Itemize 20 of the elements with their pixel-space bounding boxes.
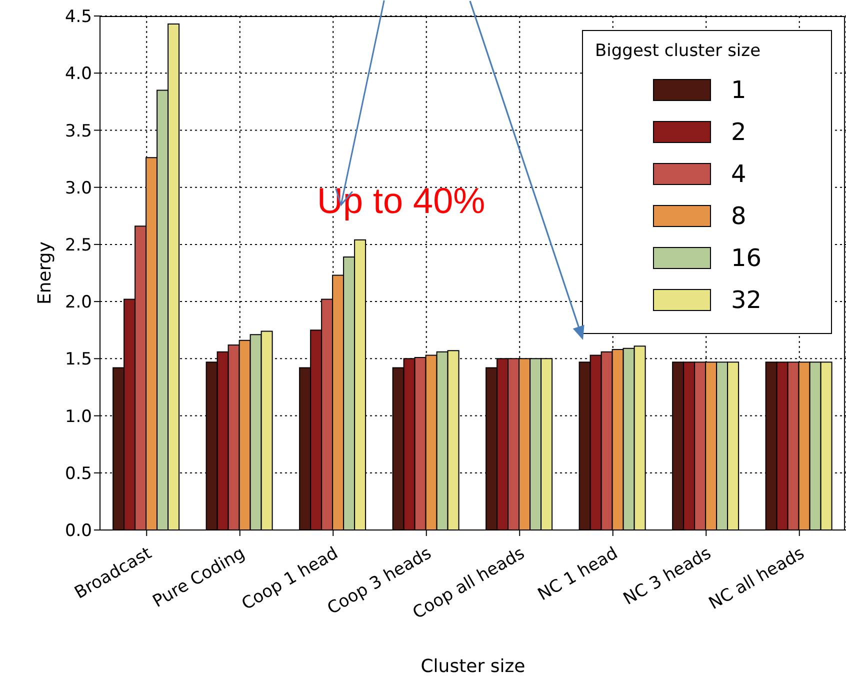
legend-label: 4 — [731, 160, 746, 188]
y-tick-label: 4.5 — [64, 7, 92, 28]
y-tick-label: 3.0 — [64, 178, 92, 198]
legend-label: 1 — [731, 76, 746, 104]
legend-label: 8 — [731, 202, 746, 230]
y-tick-label: 4.0 — [64, 64, 92, 84]
y-tick-label: 2.0 — [64, 292, 92, 313]
y-axis-title: Energy — [34, 241, 56, 305]
y-tick-label: 2.5 — [64, 235, 92, 256]
legend-title: Biggest cluster size — [595, 41, 762, 61]
x-axis-title: Cluster size — [420, 656, 526, 677]
legend-label: 16 — [731, 244, 762, 272]
legend-label: 2 — [731, 118, 746, 146]
y-tick-label: 1.0 — [64, 406, 92, 427]
legend-label: 32 — [731, 286, 762, 314]
y-tick-label: 0.0 — [64, 521, 92, 542]
y-tick-label: 3.5 — [64, 121, 92, 142]
y-tick-label: 0.5 — [64, 464, 92, 484]
y-tick-label: 1.5 — [64, 350, 92, 370]
annotation: Up to 40% — [317, 180, 486, 222]
